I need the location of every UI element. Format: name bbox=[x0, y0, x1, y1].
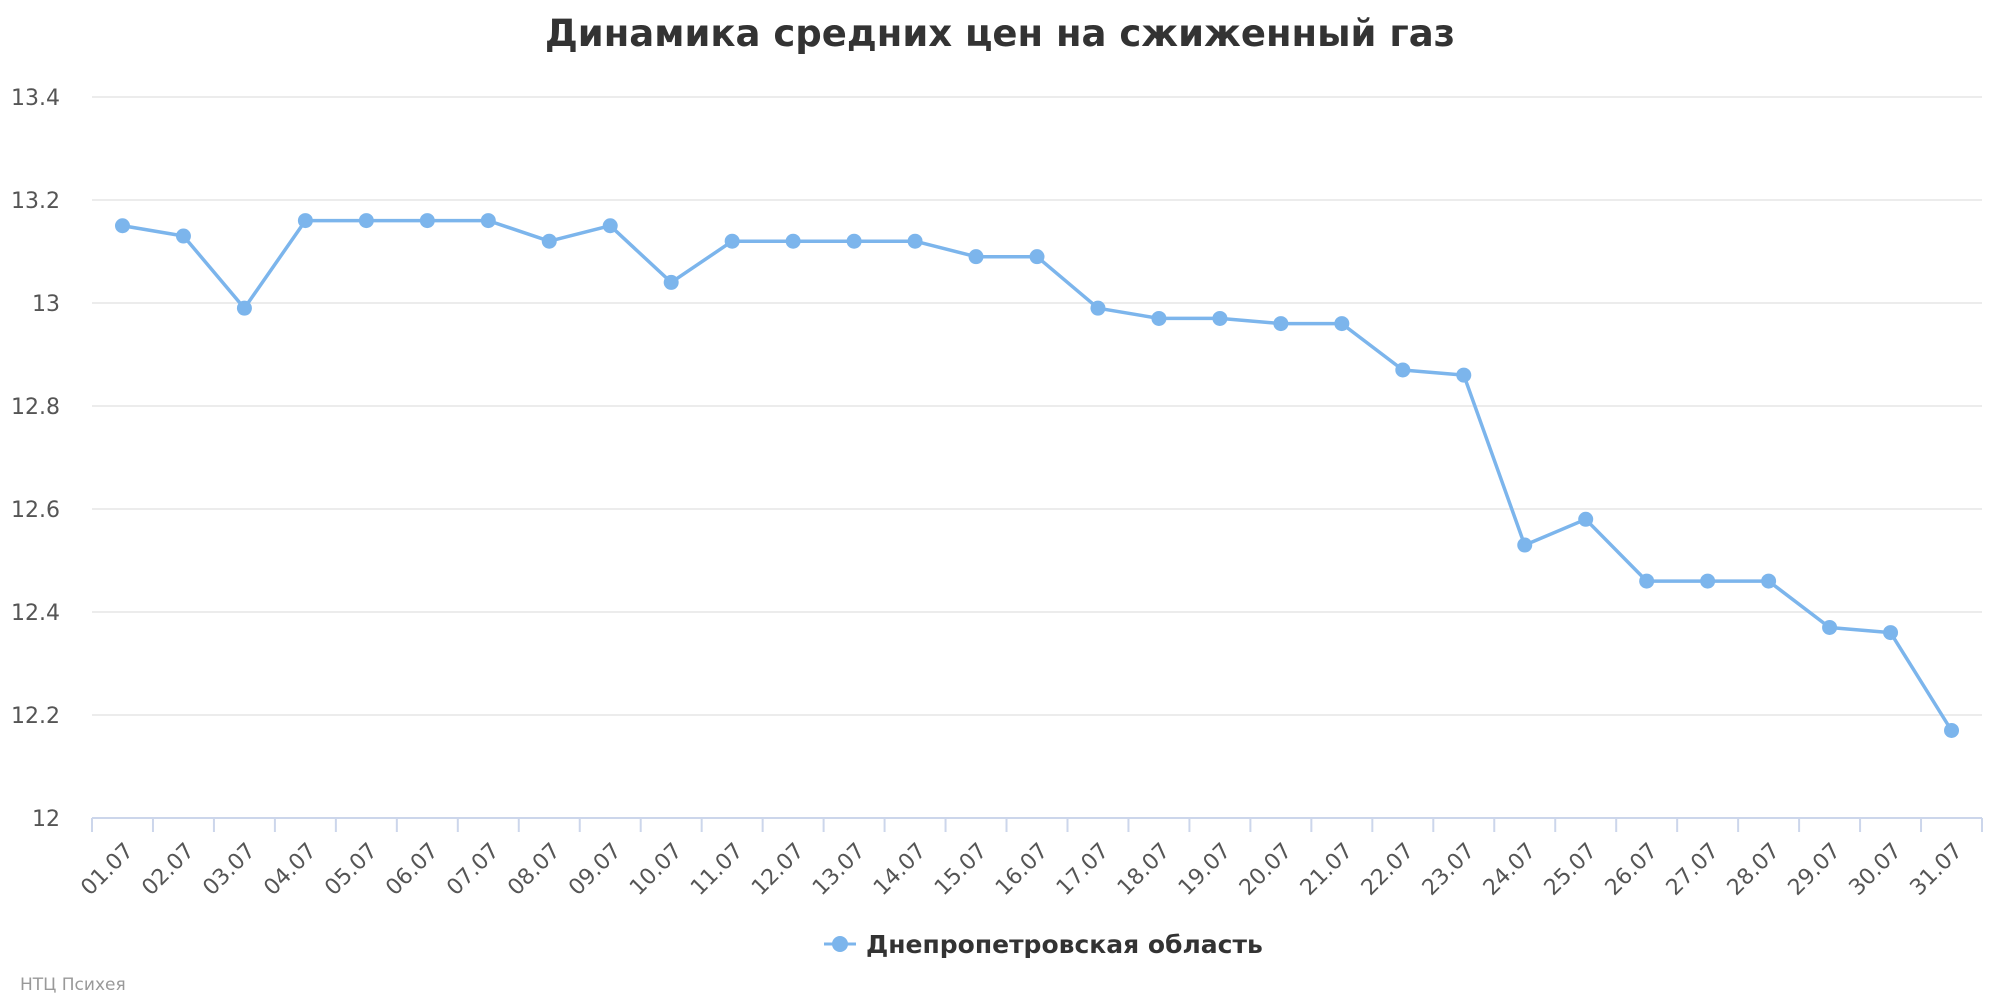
credits-text[interactable]: НТЦ Психея bbox=[20, 975, 126, 995]
x-tick-label: 09.07 bbox=[564, 839, 626, 901]
data-point[interactable] bbox=[1639, 573, 1655, 589]
x-tick-label: 07.07 bbox=[442, 839, 504, 901]
data-point[interactable] bbox=[1456, 367, 1472, 383]
data-point[interactable] bbox=[1700, 573, 1716, 589]
x-tick-label: 17.07 bbox=[1052, 839, 1114, 901]
data-point[interactable] bbox=[1517, 537, 1533, 553]
data-point[interactable] bbox=[968, 249, 984, 265]
x-tick-label: 21.07 bbox=[1296, 839, 1358, 901]
series-line[interactable] bbox=[120, 218, 1954, 733]
data-point[interactable] bbox=[663, 274, 679, 290]
data-point[interactable] bbox=[541, 233, 557, 249]
x-tick-label: 26.07 bbox=[1601, 839, 1663, 901]
legend-label[interactable]: Днепропетровская область bbox=[866, 930, 1263, 959]
data-point[interactable] bbox=[1883, 625, 1899, 641]
data-point[interactable] bbox=[1334, 316, 1350, 332]
x-tick-label: 08.07 bbox=[503, 839, 565, 901]
x-tick-label: 01.07 bbox=[77, 839, 139, 901]
x-tick-label: 11.07 bbox=[686, 839, 748, 901]
y-tick-label: 12.2 bbox=[11, 704, 60, 729]
series-group bbox=[114, 213, 1960, 738]
data-point[interactable] bbox=[1151, 310, 1167, 326]
data-point[interactable] bbox=[1273, 316, 1289, 332]
x-tick-label: 15.07 bbox=[930, 839, 992, 901]
x-tick-label: 06.07 bbox=[381, 839, 443, 901]
x-tick-label: 16.07 bbox=[991, 839, 1053, 901]
data-point[interactable] bbox=[1395, 362, 1411, 378]
data-point[interactable] bbox=[1212, 310, 1228, 326]
x-tick-label: 12.07 bbox=[747, 839, 809, 901]
x-tick-label: 31.07 bbox=[1906, 839, 1968, 901]
data-point[interactable] bbox=[846, 233, 862, 249]
data-point[interactable] bbox=[480, 213, 496, 229]
x-tick-label: 29.07 bbox=[1784, 839, 1846, 901]
x-tick-label: 14.07 bbox=[869, 839, 931, 901]
x-tick-label: 05.07 bbox=[320, 839, 382, 901]
x-tick-label: 28.07 bbox=[1723, 839, 1785, 901]
x-tick-label: 13.07 bbox=[808, 839, 870, 901]
y-tick-label: 12 bbox=[32, 807, 60, 832]
y-axis: 12 12.2 12.4 12.6 12.8 13 13.2 13.4 bbox=[11, 86, 60, 832]
data-point[interactable] bbox=[1822, 619, 1838, 635]
x-tick-label: 23.07 bbox=[1418, 839, 1480, 901]
x-tick-label: 30.07 bbox=[1845, 839, 1907, 901]
chart-title: Динамика средних цен на сжиженный газ bbox=[545, 12, 1455, 55]
x-tick-label: 03.07 bbox=[198, 839, 260, 901]
legend[interactable]: Днепропетровская область bbox=[824, 930, 1263, 959]
data-point[interactable] bbox=[358, 213, 374, 229]
data-point[interactable] bbox=[1090, 300, 1106, 316]
data-point[interactable] bbox=[175, 228, 191, 244]
data-point[interactable] bbox=[1944, 722, 1960, 738]
x-tick-label: 10.07 bbox=[625, 839, 687, 901]
data-point[interactable] bbox=[114, 218, 130, 234]
x-tick-label: 18.07 bbox=[1113, 839, 1175, 901]
x-tick-label: 19.07 bbox=[1174, 839, 1236, 901]
data-point[interactable] bbox=[724, 233, 740, 249]
data-point[interactable] bbox=[1578, 511, 1594, 527]
grid-lines bbox=[92, 96, 1982, 716]
y-tick-label: 12.8 bbox=[11, 395, 60, 420]
x-tick-label: 04.07 bbox=[259, 839, 321, 901]
y-tick-label: 12.4 bbox=[11, 601, 60, 626]
data-point[interactable] bbox=[785, 233, 801, 249]
y-tick-label: 12.6 bbox=[11, 498, 60, 523]
x-tick-label: 20.07 bbox=[1235, 839, 1297, 901]
y-tick-label: 13.2 bbox=[11, 189, 60, 214]
x-tick-label: 25.07 bbox=[1540, 839, 1602, 901]
x-axis: 01.0702.0703.0704.0705.0706.0707.0708.07… bbox=[77, 817, 1983, 901]
data-point[interactable] bbox=[602, 218, 618, 234]
data-point[interactable] bbox=[297, 213, 313, 229]
data-point[interactable] bbox=[1029, 249, 1045, 265]
data-point[interactable] bbox=[907, 233, 923, 249]
y-tick-label: 13.4 bbox=[11, 86, 60, 111]
x-tick-label: 22.07 bbox=[1357, 839, 1419, 901]
legend-marker-symbol bbox=[832, 936, 848, 952]
x-tick-label: 02.07 bbox=[137, 839, 199, 901]
x-tick-label: 24.07 bbox=[1479, 839, 1541, 901]
data-point[interactable] bbox=[236, 300, 252, 316]
x-tick-label: 27.07 bbox=[1662, 839, 1724, 901]
data-point[interactable] bbox=[419, 213, 435, 229]
y-tick-label: 13 bbox=[32, 292, 60, 317]
data-point[interactable] bbox=[1761, 573, 1777, 589]
